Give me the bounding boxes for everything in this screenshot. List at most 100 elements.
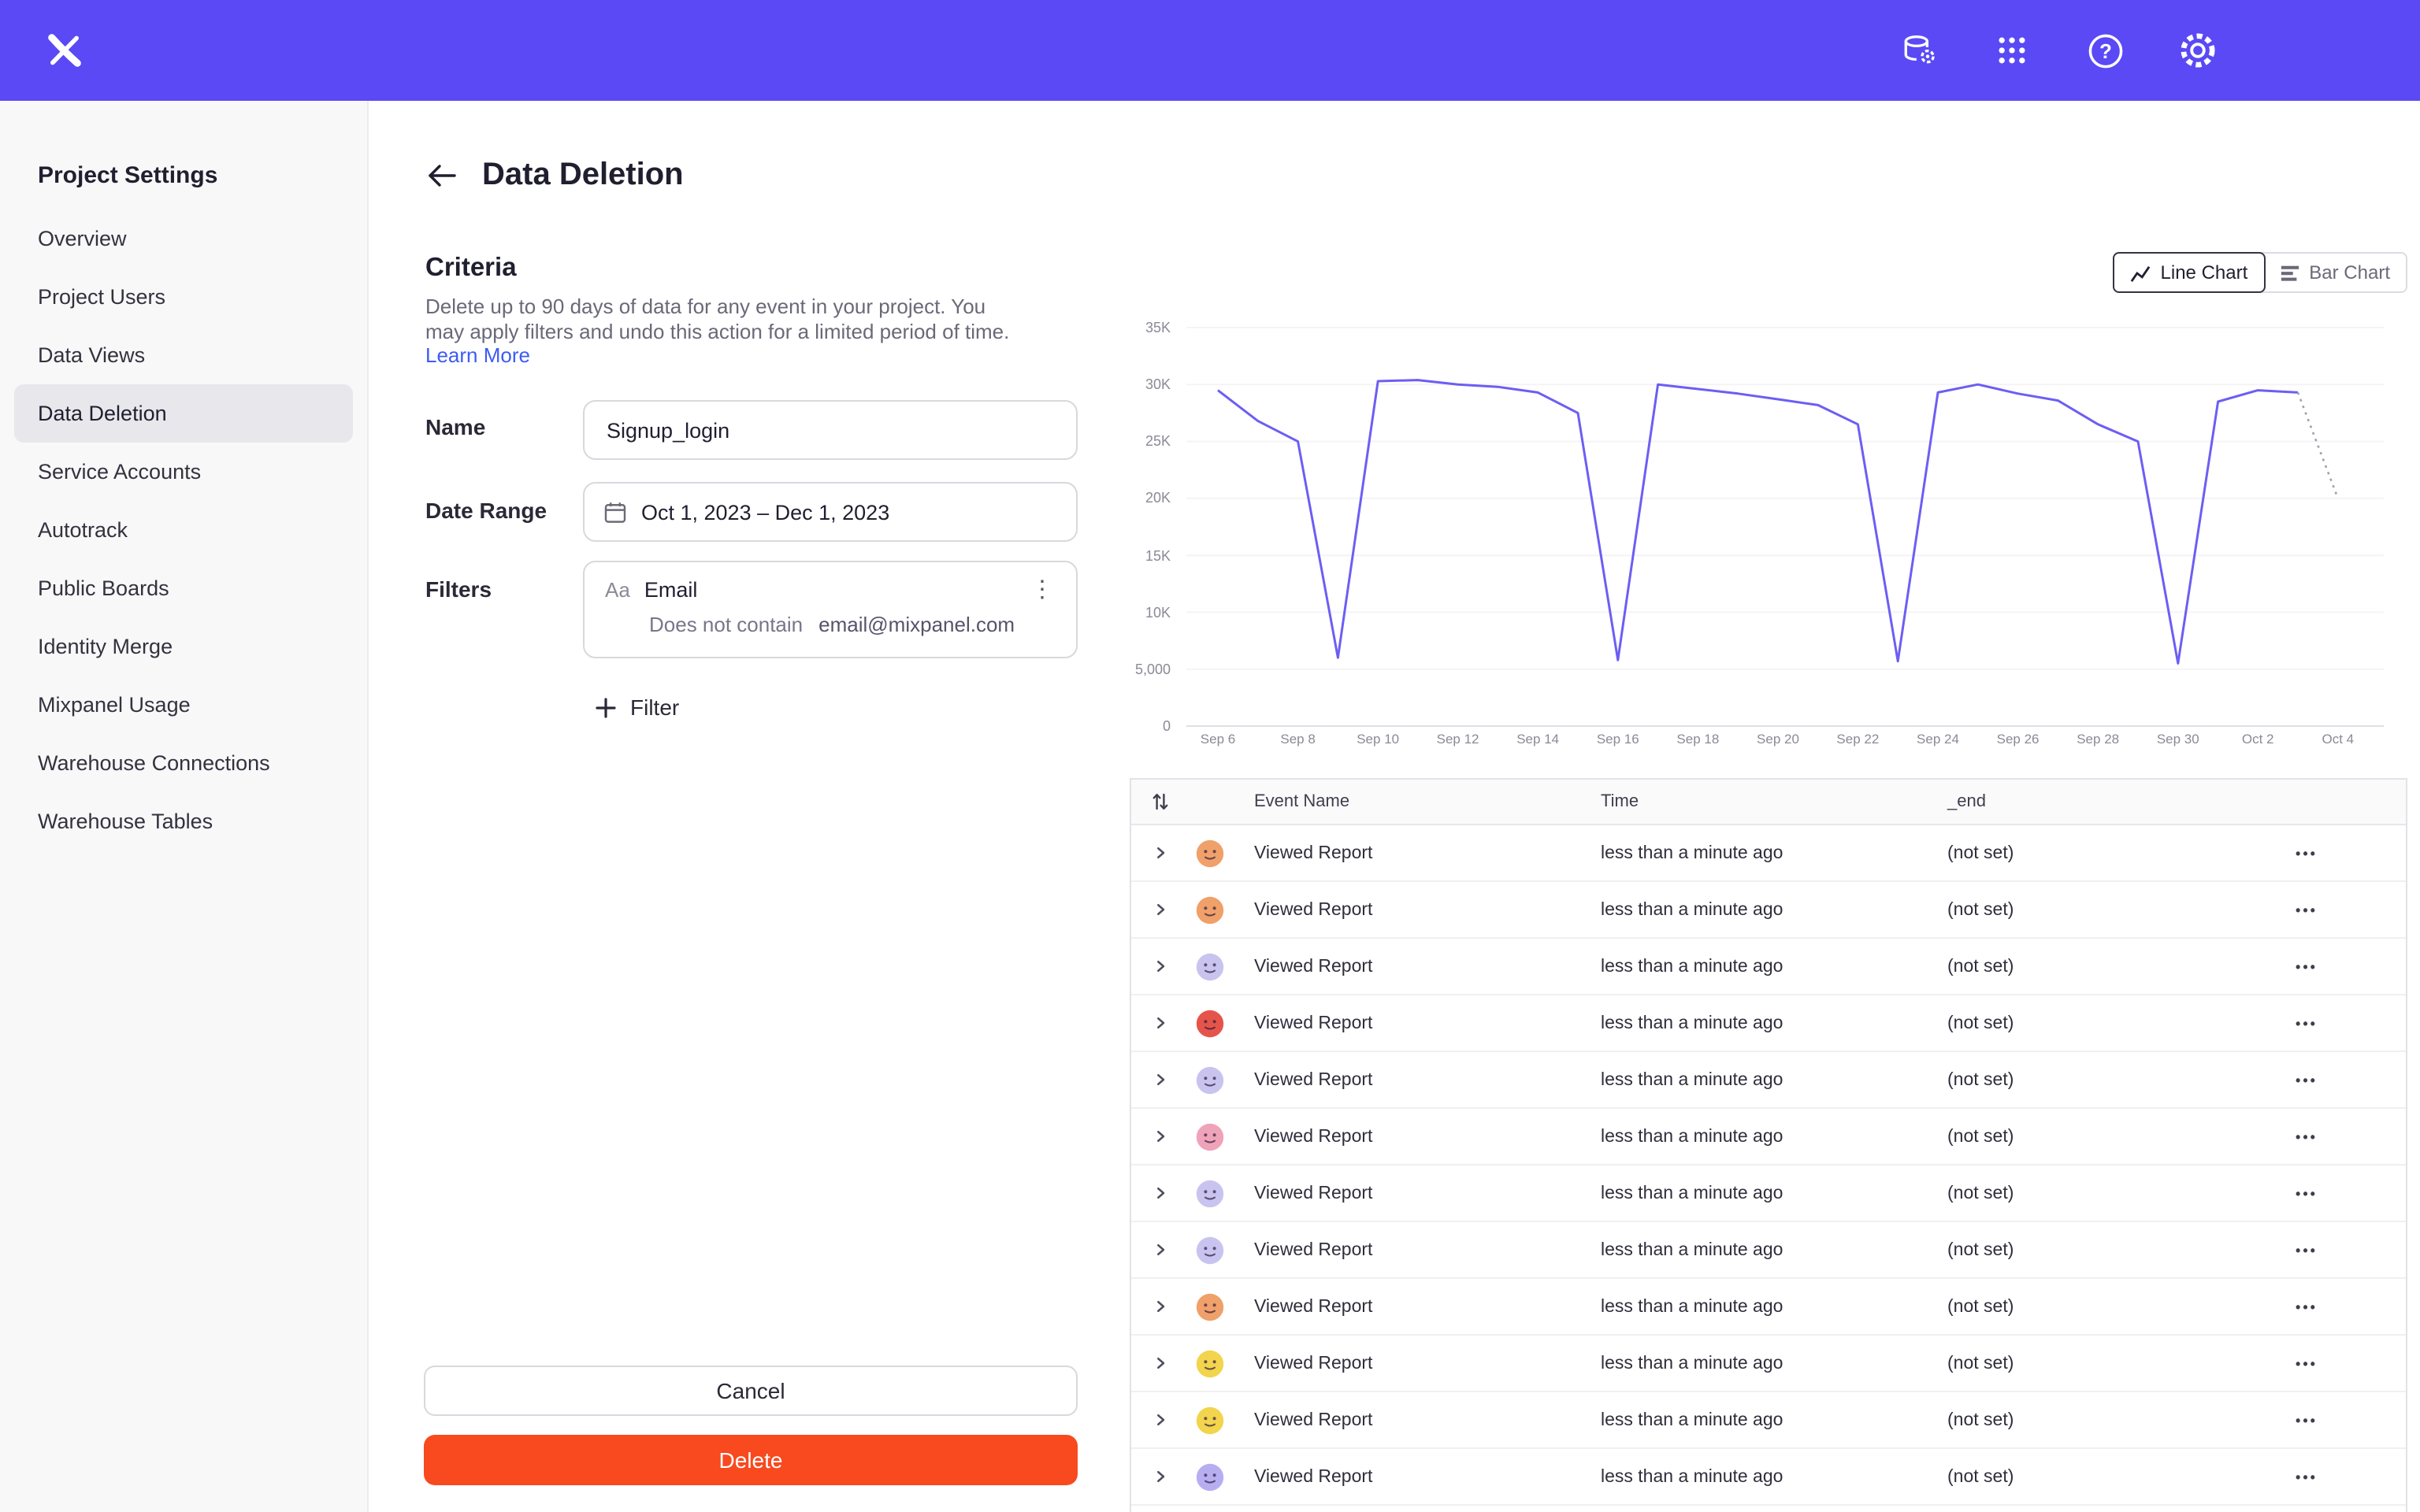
row-overflow-menu-icon[interactable]: •••: [2296, 1355, 2318, 1371]
row-overflow-menu-icon[interactable]: •••: [2296, 1128, 2318, 1144]
sidebar-item-data-views[interactable]: Data Views: [38, 343, 146, 367]
filter-operator[interactable]: Does not contain: [649, 613, 804, 636]
cancel-button[interactable]: Cancel: [424, 1366, 1078, 1416]
row-overflow-menu-icon[interactable]: •••: [2296, 1072, 2318, 1088]
column-header-time[interactable]: Time: [1601, 792, 1639, 811]
calendar-icon: [603, 500, 627, 524]
y-axis-tick: 15K: [1145, 547, 1171, 564]
sidebar-item-public-boards[interactable]: Public Boards: [38, 576, 169, 600]
date-range-field[interactable]: Oct 1, 2023 – Dec 1, 2023: [583, 482, 1078, 542]
filter-kebab-menu-icon[interactable]: ⋮: [1030, 576, 1054, 603]
bar-chart-toggle[interactable]: Bar Chart: [2263, 254, 2406, 291]
criteria-heading: Criteria: [425, 254, 517, 282]
avatar: [1188, 1236, 1232, 1264]
bar-chart-icon: [2279, 262, 2299, 283]
settings-icon[interactable]: [2177, 30, 2218, 71]
avatar: [1188, 1406, 1232, 1434]
avatar: [1188, 1292, 1232, 1321]
row-expand-chevron-icon[interactable]: [1131, 1016, 1188, 1030]
row-expand-chevron-icon[interactable]: [1131, 1299, 1188, 1314]
end-cell: (not set): [1947, 1410, 2014, 1429]
criteria-description: Delete up to 90 days of data for any eve…: [425, 295, 1021, 368]
sidebar-item-warehouse-connections[interactable]: Warehouse Connections: [38, 751, 270, 775]
row-expand-chevron-icon[interactable]: [1131, 846, 1188, 860]
line-chart-toggle[interactable]: Line Chart: [2113, 252, 2266, 293]
delete-button[interactable]: Delete: [424, 1435, 1078, 1485]
time-cell: less than a minute ago: [1601, 1127, 1783, 1146]
user-avatar-face: [1196, 1065, 1224, 1094]
events-line-chart: 35K 30K 25K 20K 15K 10K 5,000 0 Sep 6 Sep 8 Sep 1…: [1123, 312, 2407, 750]
name-input[interactable]: [583, 400, 1078, 460]
user-avatar-face: [1196, 1236, 1224, 1264]
column-header-end[interactable]: _end: [1947, 792, 1986, 811]
end-cell: (not set): [1947, 1297, 2014, 1316]
column-header-event-name[interactable]: Event Name: [1254, 792, 1350, 811]
user-avatar-face: [1196, 1009, 1224, 1037]
sidebar-item-data-deletion[interactable]: Data Deletion: [14, 384, 353, 443]
filter-value[interactable]: email@mixpanel.com: [818, 613, 1015, 636]
row-expand-chevron-icon[interactable]: [1131, 1129, 1188, 1143]
sidebar-item-project-users[interactable]: Project Users: [38, 285, 166, 309]
row-overflow-menu-icon[interactable]: •••: [2296, 845, 2318, 861]
row-expand-chevron-icon[interactable]: [1131, 959, 1188, 973]
row-overflow-menu-icon[interactable]: •••: [2296, 902, 2318, 917]
time-cell: less than a minute ago: [1601, 1467, 1783, 1486]
row-expand-chevron-icon[interactable]: [1131, 1186, 1188, 1200]
row-overflow-menu-icon[interactable]: •••: [2296, 1469, 2318, 1484]
data-governance-icon[interactable]: [1899, 30, 1939, 71]
row-expand-chevron-icon[interactable]: [1131, 1356, 1188, 1370]
row-overflow-menu-icon[interactable]: •••: [2296, 1412, 2318, 1428]
row-expand-chevron-icon[interactable]: [1131, 902, 1188, 917]
learn-more-link[interactable]: Learn More: [425, 343, 530, 367]
row-overflow-menu-icon[interactable]: •••: [2296, 1299, 2318, 1314]
row-overflow-menu-icon[interactable]: •••: [2296, 1015, 2318, 1031]
sort-arrows-icon[interactable]: [1131, 792, 1188, 811]
mixpanel-logo[interactable]: [44, 30, 85, 71]
x-axis-tick: Sep 16: [1596, 731, 1639, 747]
sidebar-item-autotrack[interactable]: Autotrack: [38, 518, 128, 542]
y-axis-tick: 0: [1162, 718, 1171, 734]
x-axis-tick: Sep 26: [1996, 731, 2040, 747]
user-avatar-face: [1196, 1179, 1224, 1207]
back-button[interactable]: [424, 158, 458, 192]
row-expand-chevron-icon[interactable]: [1131, 1243, 1188, 1257]
row-overflow-menu-icon[interactable]: •••: [2296, 1185, 2318, 1201]
x-axis-tick: Sep 22: [1836, 731, 1880, 747]
event-name-cell: Viewed Report: [1254, 1070, 1373, 1089]
user-avatar-face: [1196, 1292, 1224, 1321]
time-cell: less than a minute ago: [1601, 1184, 1783, 1203]
table-header: Event Name Time _end: [1131, 780, 2406, 825]
x-axis-tick: Sep 12: [1436, 731, 1479, 747]
add-filter-button[interactable]: Filter: [589, 688, 685, 726]
row-expand-chevron-icon[interactable]: [1131, 1413, 1188, 1427]
filter-field-name: Email: [644, 578, 698, 602]
help-icon[interactable]: ?: [2084, 30, 2125, 71]
row-expand-chevron-icon[interactable]: [1131, 1469, 1188, 1484]
sidebar-item-warehouse-tables[interactable]: Warehouse Tables: [38, 810, 213, 833]
row-overflow-menu-icon[interactable]: •••: [2296, 1242, 2318, 1258]
filter-card[interactable]: Aa Email ⋮ Does not contain email@mixpan…: [583, 561, 1078, 658]
apps-grid-icon[interactable]: [1991, 30, 2032, 71]
row-expand-chevron-icon[interactable]: [1131, 1073, 1188, 1087]
row-overflow-menu-icon[interactable]: •••: [2296, 958, 2318, 974]
filter-card-row2: Does not contain email@mixpanel.com: [649, 613, 1057, 636]
sidebar-item-overview[interactable]: Overview: [38, 227, 127, 250]
sidebar-item-identity-merge[interactable]: Identity Merge: [38, 635, 173, 658]
event-name-cell: Viewed Report: [1254, 843, 1373, 862]
x-axis-tick: Sep 24: [1917, 731, 1959, 747]
sidebar-item-service-accounts[interactable]: Service Accounts: [38, 460, 202, 484]
sidebar-item-mixpanel-usage[interactable]: Mixpanel Usage: [38, 693, 191, 717]
